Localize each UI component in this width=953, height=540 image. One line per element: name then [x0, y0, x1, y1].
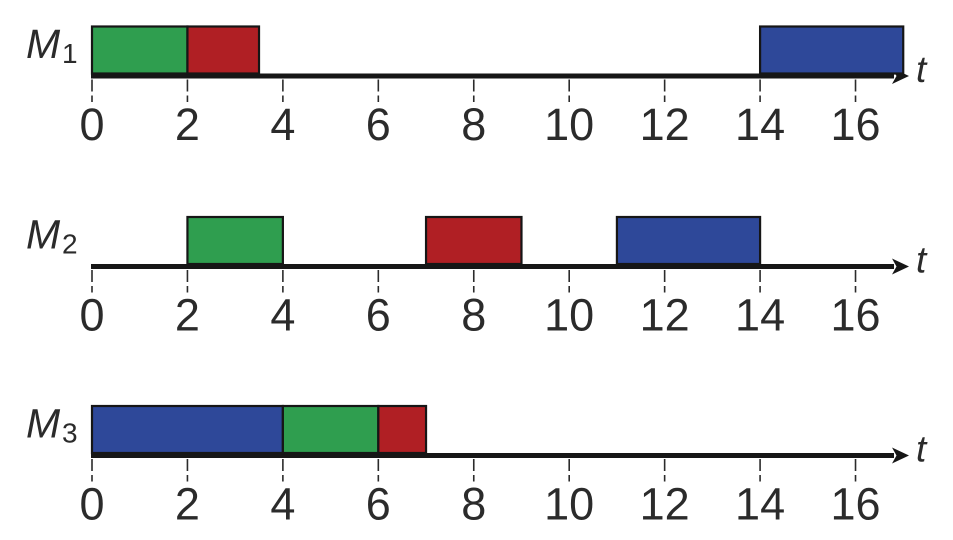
job-block-green	[281, 404, 380, 455]
machine-label-base: M	[26, 401, 61, 447]
time-axis-label: t	[916, 429, 928, 470]
tick-label: 16	[830, 479, 880, 530]
tick-label: 0	[79, 479, 104, 530]
tick-label: 12	[640, 99, 690, 150]
axis-arrowhead-icon	[892, 258, 909, 275]
time-axis-line	[91, 73, 894, 79]
tick-label: 10	[544, 290, 594, 341]
tick-label: 8	[461, 290, 486, 341]
tick-label: 6	[366, 290, 391, 341]
job-block-green	[90, 25, 189, 75]
tick-label: 10	[544, 479, 594, 530]
tick-label: 0	[79, 290, 104, 341]
job-block-red	[377, 404, 428, 455]
tick-label: 6	[366, 479, 391, 530]
machine-label-subscript: 3	[62, 418, 78, 449]
tick-label: 14	[735, 479, 785, 530]
axis-arrowhead-icon	[892, 447, 909, 464]
tick-label: 8	[461, 479, 486, 530]
machine-label-base: M	[26, 212, 61, 258]
job-block-blue	[758, 25, 905, 75]
tick-label: 10	[544, 99, 594, 150]
time-axis-line	[91, 453, 894, 458]
job-block-blue	[90, 404, 284, 455]
machine-row-M1: M 1 t 0 2 4 6 8 10 12 14 16	[26, 21, 928, 150]
job-block-red	[424, 215, 523, 266]
tick-label: 2	[175, 99, 200, 150]
time-axis-line	[91, 264, 894, 269]
tick-label: 2	[175, 479, 200, 530]
tick-label: 4	[270, 290, 295, 341]
tick-label: 8	[461, 99, 486, 150]
tick-label: 0	[79, 99, 104, 150]
tick-label: 14	[735, 290, 785, 341]
tick-label: 14	[735, 99, 785, 150]
machine-label-subscript: 2	[62, 229, 78, 260]
tick-label: 16	[830, 99, 880, 150]
job-block-green	[186, 215, 284, 266]
tick-label: 12	[640, 479, 690, 530]
tick-label: 6	[366, 99, 391, 150]
tick-label: 4	[270, 99, 295, 150]
time-axis-label: t	[916, 49, 928, 90]
job-block-blue	[615, 215, 762, 266]
machine-row-M3: M 3 t 0 2 4 6 8 10 12 14 16	[26, 401, 928, 530]
job-block-red	[186, 25, 261, 75]
time-axis-label: t	[916, 240, 928, 281]
tick-label: 4	[270, 479, 295, 530]
machine-row-M2: M 2 t0 2 4 6 8 10 12 14 16	[26, 212, 928, 341]
machine-label-subscript: 1	[62, 38, 78, 69]
machine-label-base: M	[26, 21, 61, 67]
tick-label: 12	[640, 290, 690, 341]
tick-label: 2	[175, 290, 200, 341]
tick-label: 16	[830, 290, 880, 341]
